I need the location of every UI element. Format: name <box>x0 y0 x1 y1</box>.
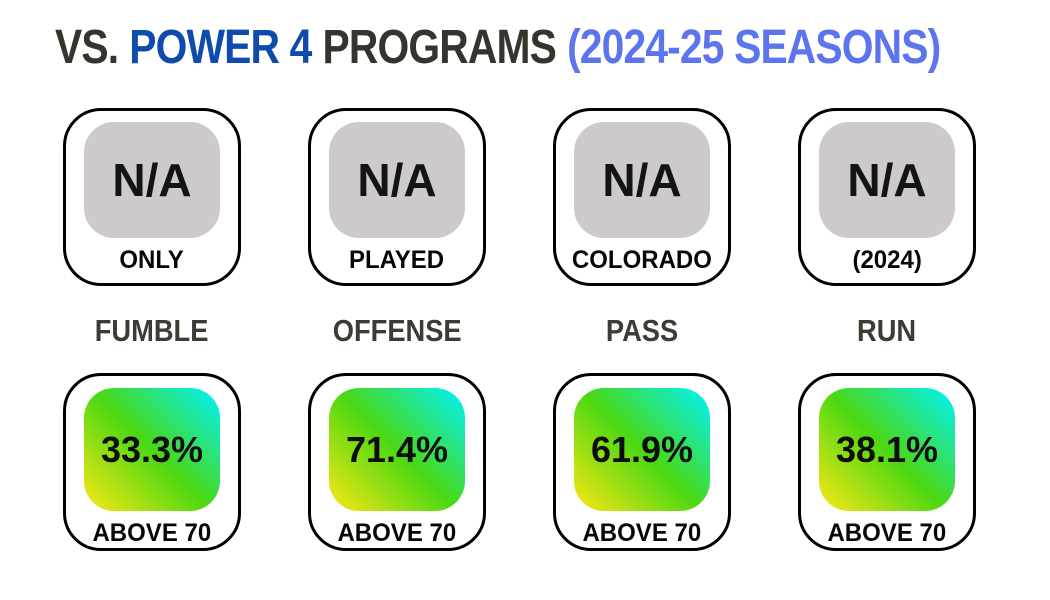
na-tile: N/A <box>329 122 465 238</box>
na-value: N/A <box>602 154 682 206</box>
category-label: FUMBLE <box>95 313 209 348</box>
percent-card-label: ABOVE 70 <box>827 519 947 547</box>
percent-value: 61.9% <box>590 428 694 470</box>
percent-value: 33.3% <box>100 428 204 470</box>
na-tile: N/A <box>574 122 710 238</box>
na-card: N/A COLORADO <box>553 108 731 286</box>
na-card-label: PLAYED <box>349 246 445 274</box>
na-card: N/A ONLY <box>63 108 241 286</box>
stat-column-run: N/A (2024) RUN 38.1% ABOVE 70 <box>798 108 976 551</box>
title-programs: PROGRAMS <box>322 21 557 74</box>
percent-card-label: ABOVE 70 <box>582 519 702 547</box>
stat-column-fumble: N/A ONLY FUMBLE 33.3% ABOVE 70 <box>63 108 241 551</box>
na-value: N/A <box>357 154 437 206</box>
percent-value: 38.1% <box>835 428 939 470</box>
percent-card-label: ABOVE 70 <box>92 519 212 547</box>
na-tile: N/A <box>84 122 220 238</box>
category-label: OFFENSE <box>332 313 462 348</box>
percent-card-label: ABOVE 70 <box>337 519 457 547</box>
percent-card: 38.1% ABOVE 70 <box>798 373 976 551</box>
na-card-label: (2024) <box>852 246 922 274</box>
gradient-tile: 38.1% <box>819 388 955 511</box>
category-label: RUN <box>857 313 917 348</box>
title-vs: VS. <box>55 21 119 74</box>
category-label: PASS <box>605 313 679 348</box>
title-seasons: (2024-25 SEASONS) <box>567 21 941 74</box>
percent-card: 71.4% ABOVE 70 <box>308 373 486 551</box>
na-card: N/A (2024) <box>798 108 976 286</box>
na-value: N/A <box>112 154 192 206</box>
stat-column-offense: N/A PLAYED OFFENSE 71.4% ABOVE 70 <box>308 108 486 551</box>
gradient-tile: 61.9% <box>574 388 710 511</box>
gradient-tile: 71.4% <box>329 388 465 511</box>
gradient-tile: 33.3% <box>84 388 220 511</box>
title-power4: POWER 4 <box>129 21 312 74</box>
na-tile: N/A <box>819 122 955 238</box>
percent-card: 33.3% ABOVE 70 <box>63 373 241 551</box>
page-title: VS. POWER 4 PROGRAMS (2024-25 SEASONS) <box>55 20 941 75</box>
na-card-label: ONLY <box>119 246 185 274</box>
percent-value: 71.4% <box>345 428 449 470</box>
stats-grid: N/A ONLY FUMBLE 33.3% ABOVE 70 N/A PLAYE… <box>63 108 1050 551</box>
na-card-label: COLORADO <box>571 246 712 274</box>
na-value: N/A <box>847 154 927 206</box>
percent-card: 61.9% ABOVE 70 <box>553 373 731 551</box>
stat-column-pass: N/A COLORADO PASS 61.9% ABOVE 70 <box>553 108 731 551</box>
na-card: N/A PLAYED <box>308 108 486 286</box>
